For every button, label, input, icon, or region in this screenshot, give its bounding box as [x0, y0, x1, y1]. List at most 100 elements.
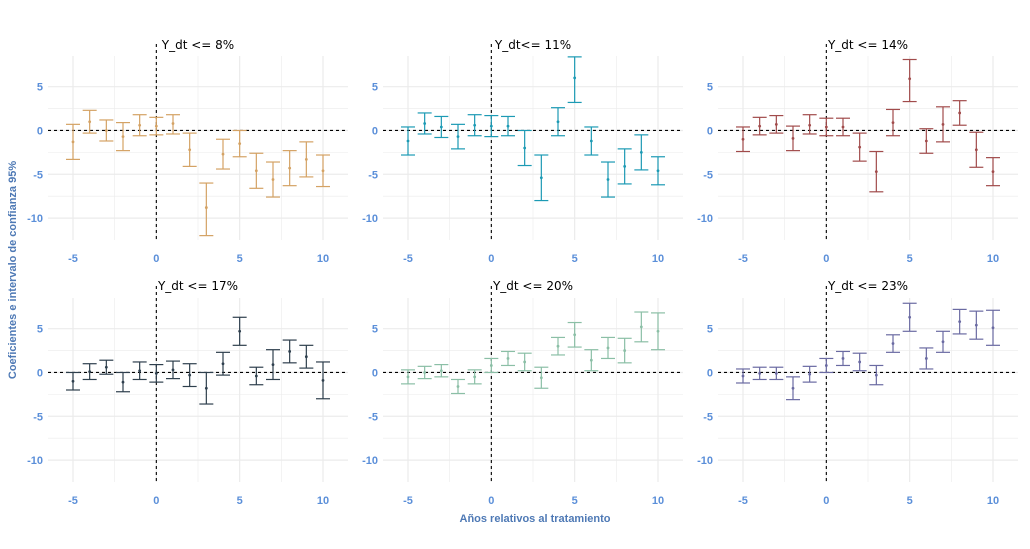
- errorbar: [451, 123, 465, 150]
- point-estimate: [489, 364, 493, 367]
- errorbar: [567, 321, 582, 348]
- point-estimate: [154, 371, 158, 375]
- errorbar: [836, 117, 850, 137]
- errorbar: [852, 132, 867, 162]
- point-estimate: [304, 355, 308, 359]
- point-estimate: [606, 178, 610, 181]
- point-estimate: [573, 76, 577, 80]
- point-estimate: [808, 123, 812, 127]
- errorbar: [501, 350, 515, 367]
- point-estimate: [924, 357, 928, 360]
- point-estimate: [941, 122, 945, 126]
- point-estimate: [271, 178, 275, 181]
- point-estimate: [489, 124, 493, 128]
- x-tick-label: 0: [153, 495, 159, 507]
- point-estimate: [539, 176, 543, 180]
- point-estimate: [288, 350, 292, 353]
- y-tick-label: -10: [362, 455, 378, 467]
- y-tick-label: -5: [703, 411, 713, 423]
- errorbar: [132, 114, 147, 137]
- errorbar: [601, 161, 615, 198]
- x-tick-label: 10: [987, 495, 999, 507]
- errorbar: [116, 371, 130, 393]
- x-tick-label: 5: [572, 495, 578, 507]
- errorbar: [299, 344, 314, 369]
- point-estimate: [758, 124, 762, 128]
- point-estimate: [254, 374, 258, 378]
- errorbar: [484, 114, 499, 138]
- point-estimate: [188, 373, 192, 377]
- errorbar: [99, 119, 114, 142]
- point-estimate: [974, 323, 978, 327]
- errorbar: [282, 150, 297, 187]
- errorbar: [534, 154, 549, 202]
- point-estimate: [104, 365, 108, 369]
- errorbar: [216, 351, 230, 376]
- errorbar: [99, 359, 114, 375]
- errorbar: [634, 311, 649, 343]
- point-estimate: [439, 369, 443, 373]
- point-estimate: [88, 120, 92, 124]
- point-estimate: [606, 346, 610, 350]
- point-estimate: [523, 146, 527, 150]
- point-estimate: [824, 125, 828, 129]
- errorbar: [634, 134, 649, 171]
- point-estimate: [439, 125, 443, 129]
- point-estimate: [924, 139, 928, 143]
- errorbar: [651, 312, 665, 351]
- point-estimate: [758, 371, 762, 375]
- errorbar: [316, 361, 330, 400]
- errorbar: [249, 152, 264, 189]
- y-tick-label: -10: [697, 213, 713, 225]
- point-estimate: [858, 145, 862, 149]
- errorbar: [986, 309, 1000, 346]
- errorbar: [182, 132, 197, 167]
- point-estimate: [138, 123, 142, 127]
- errorbar: [417, 365, 432, 380]
- y-tick-label: 0: [37, 125, 43, 137]
- errorbar: [902, 58, 917, 103]
- point-estimate: [573, 333, 577, 337]
- errorbar: [467, 114, 482, 137]
- point-estimate: [791, 386, 795, 390]
- y-tick-label: 0: [372, 125, 378, 137]
- point-estimate: [623, 349, 627, 352]
- errorbar: [216, 138, 230, 170]
- errorbar: [769, 366, 784, 381]
- point-estimate: [774, 122, 778, 126]
- point-estimate: [171, 368, 175, 372]
- y-tick-label: 5: [37, 324, 43, 336]
- panel-2: -5 0 5 10 -10 -5 0 5 Y_dt<= 11%: [362, 38, 683, 265]
- errorbar: [551, 336, 565, 356]
- errorbar: [149, 363, 164, 383]
- errorbar: [869, 150, 884, 193]
- point-estimate: [656, 169, 660, 173]
- errorbar: [786, 376, 800, 401]
- x-tick-label: 10: [652, 253, 664, 265]
- errorbar: [919, 128, 934, 154]
- errorbar: [199, 371, 214, 405]
- x-tick-label: -5: [738, 495, 748, 507]
- point-estimate: [506, 357, 510, 360]
- errorbar: [819, 117, 834, 137]
- point-estimate: [741, 137, 745, 141]
- point-estimate: [473, 123, 477, 127]
- x-tick-label: -5: [68, 495, 78, 507]
- x-tick-label: 5: [572, 253, 578, 265]
- errorbar: [584, 126, 599, 156]
- panel-6: -5 0 5 10 -10 -5 0 5 Y_dt <= 23%: [697, 279, 1018, 507]
- errorbar: [434, 363, 449, 378]
- panel-title: Y_dt <= 17%: [157, 279, 238, 293]
- point-estimate: [539, 376, 543, 380]
- y-tick-label: -5: [368, 169, 378, 181]
- point-estimate: [589, 139, 593, 143]
- point-estimate: [304, 157, 308, 161]
- x-tick-label: -5: [68, 253, 78, 265]
- point-estimate: [891, 121, 895, 124]
- y-tick-label: -10: [697, 455, 713, 467]
- x-tick-label: 0: [488, 253, 494, 265]
- point-estimate: [473, 375, 477, 379]
- errorbar: [736, 126, 750, 153]
- point-estimate: [908, 315, 912, 319]
